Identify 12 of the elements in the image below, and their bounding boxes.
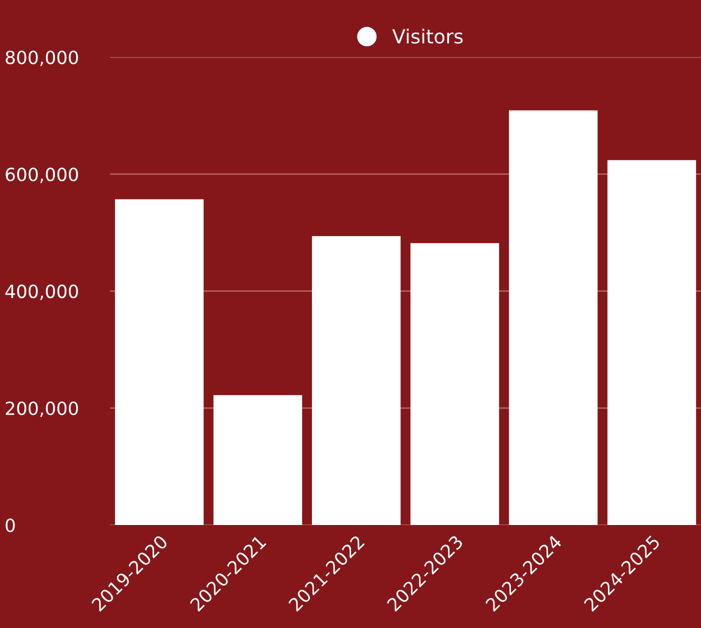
bar — [114, 199, 204, 526]
bar — [508, 110, 598, 526]
bar — [312, 236, 401, 526]
y-tick-label: 0 — [6, 518, 15, 532]
bar — [410, 243, 500, 526]
y-tick-label: 800,000 — [6, 50, 78, 66]
y-tick-label: 600,000 — [6, 168, 78, 184]
bar — [607, 160, 696, 526]
bar — [213, 395, 302, 526]
legend-label: Visitors — [392, 28, 463, 44]
y-tick-label: 200,000 — [6, 402, 78, 417]
y-tick-label: 400,000 — [5, 284, 78, 300]
